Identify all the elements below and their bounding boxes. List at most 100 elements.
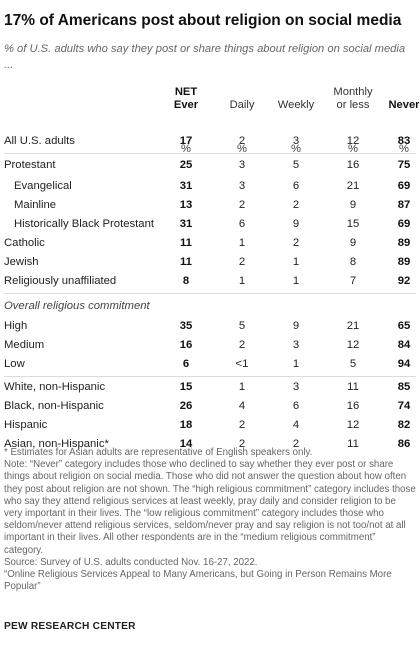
row-label: Hispanic	[4, 419, 48, 431]
data-cell: 2	[238, 419, 246, 431]
table-row: Jewish 11 2 1 8 89	[0, 254, 420, 273]
data-cell: 8	[182, 275, 190, 287]
data-cell: 11	[347, 381, 359, 393]
row-label: Catholic	[4, 237, 45, 249]
row-divider	[4, 153, 416, 154]
row-label: Black, non-Hispanic	[4, 400, 104, 412]
data-cell: 2	[238, 339, 246, 351]
data-cell: 2	[292, 199, 300, 211]
data-cell: 2	[292, 438, 300, 450]
unit-label: %	[291, 143, 301, 155]
section-label: Overall religious commitment	[4, 300, 150, 312]
data-cell: 11	[180, 256, 192, 268]
data-cell: 31	[179, 180, 193, 192]
row-label: Historically Black Protestant	[14, 218, 155, 230]
data-cell: 5	[292, 159, 300, 171]
row-label: White, non-Hispanic	[4, 381, 106, 393]
data-cell: 3	[238, 180, 246, 192]
table-row: High 35 5 9 21 65	[0, 318, 420, 337]
data-cell: 11	[180, 237, 192, 249]
data-cell: 5	[238, 320, 246, 332]
data-cell: 8	[349, 256, 357, 268]
data-cell: 9	[292, 320, 300, 332]
table-row: Catholic 11 1 2 9 89	[0, 235, 420, 254]
data-cell: 25	[179, 159, 193, 171]
chart-title: 17% of Americans post about religion on …	[4, 12, 402, 29]
data-cell: 92	[397, 275, 411, 287]
data-cell: 6	[292, 180, 300, 192]
data-cell: 1	[292, 275, 300, 287]
row-label: Protestant	[4, 159, 56, 171]
data-cell: 1	[292, 358, 300, 370]
data-cell: 13	[179, 199, 193, 211]
table-row: Religiously unaffiliated 8 1 1 7 92	[0, 273, 420, 292]
row-label: High	[4, 320, 28, 332]
table-row: All U.S. adults 17 2 3 12 83	[0, 133, 420, 152]
data-cell: 21	[346, 180, 360, 192]
data-cell: 12	[346, 135, 360, 147]
column-header: Never	[388, 99, 420, 111]
note-text: Note: “Never” category includes those wh…	[4, 459, 416, 556]
row-label: All U.S. adults	[4, 135, 75, 147]
row-label: Asian, non-Hispanic*	[4, 438, 109, 450]
data-cell: 1	[238, 275, 246, 287]
row-label: Jewish	[4, 256, 39, 268]
data-cell: 15	[346, 218, 360, 230]
source-text: Source: Survey of U.S. adults conducted …	[4, 556, 258, 568]
data-cell: 2	[238, 256, 246, 268]
data-cell: 9	[349, 237, 357, 249]
unit-label: %	[237, 143, 247, 155]
table-row: Historically Black Protestant 31 6 9 15 69	[0, 216, 420, 235]
data-cell: 31	[179, 218, 193, 230]
data-cell: 3	[292, 339, 300, 351]
data-cell: 7	[349, 275, 357, 287]
row-divider	[4, 376, 416, 377]
data-cell: 17	[179, 135, 193, 147]
data-cell: 83	[397, 135, 411, 147]
data-cell: 69	[397, 180, 411, 192]
data-cell: 85	[397, 381, 411, 393]
data-cell: 16	[179, 339, 193, 351]
row-label: Evangelical	[14, 180, 72, 192]
data-cell: 2	[238, 199, 246, 211]
data-cell: 94	[397, 358, 411, 370]
notes: * Estimates for Asian adults are represe…	[4, 447, 416, 593]
table-row: Medium 16 2 3 12 84	[0, 337, 420, 356]
data-cell: 14	[179, 438, 193, 450]
data-cell: 87	[397, 199, 411, 211]
section-header: Overall religious commitment	[0, 298, 420, 317]
table-row: White, non-Hispanic 15 1 3 11 85	[0, 379, 420, 398]
note-asterisk: * Estimates for Asian adults are represe…	[4, 447, 313, 458]
table-row: Mainline 13 2 2 9 87	[0, 197, 420, 216]
data-cell: 15	[179, 381, 193, 393]
column-header: Monthly or less	[333, 86, 373, 111]
data-cell: 1	[238, 381, 246, 393]
data-cell: 89	[397, 237, 411, 249]
pew-logo: PEW RESEARCH CENTER	[4, 621, 136, 632]
data-cell: 6	[182, 358, 190, 370]
data-cell: 9	[292, 218, 300, 230]
column-header: Weekly	[277, 99, 315, 111]
data-cell: 2	[292, 237, 300, 249]
table-row: Black, non-Hispanic 26 4 6 16 74	[0, 398, 420, 417]
data-cell: 86	[397, 438, 411, 450]
row-label: Religiously unaffiliated	[4, 275, 117, 287]
data-cell: 16	[346, 159, 360, 171]
unit-label: %	[399, 143, 409, 155]
data-cell: <1	[235, 358, 249, 370]
data-cell: 6	[292, 400, 300, 412]
data-cell: 82	[397, 419, 411, 431]
column-header: Daily	[229, 99, 255, 111]
data-cell: 4	[238, 400, 246, 412]
data-cell: 12	[346, 419, 360, 431]
table-row: Evangelical 31 3 6 21 69	[0, 178, 420, 197]
data-cell: 75	[397, 159, 411, 171]
data-cell: 69	[397, 218, 411, 230]
chart-subtitle: % of U.S. adults who say they post or sh…	[4, 43, 406, 71]
data-cell: 3	[292, 381, 300, 393]
data-cell: 6	[238, 218, 246, 230]
table-row: Low 6 <1 1 5 94	[0, 356, 420, 375]
data-cell: 9	[349, 199, 357, 211]
report-title: “Online Religious Services Appeal to Man…	[4, 569, 392, 593]
